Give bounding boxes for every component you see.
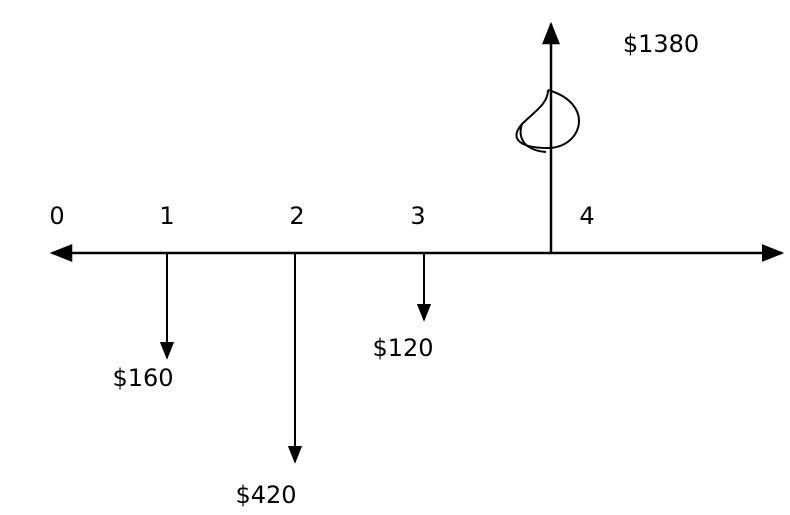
cash-flow-label-period-1: $160 [112,364,173,392]
cash-flow-label-period-3: $120 [372,334,433,362]
period-label-3: 3 [410,202,425,230]
period-label-0: 0 [49,202,64,230]
axis-break-symbol [515,89,580,153]
cash-flow-label-period-2: $420 [235,481,296,509]
period-label-4: 4 [579,202,594,230]
period-label-1: 1 [159,202,174,230]
period-label-2: 2 [289,202,304,230]
cash-flow-label-period-4: $1380 [623,30,699,58]
